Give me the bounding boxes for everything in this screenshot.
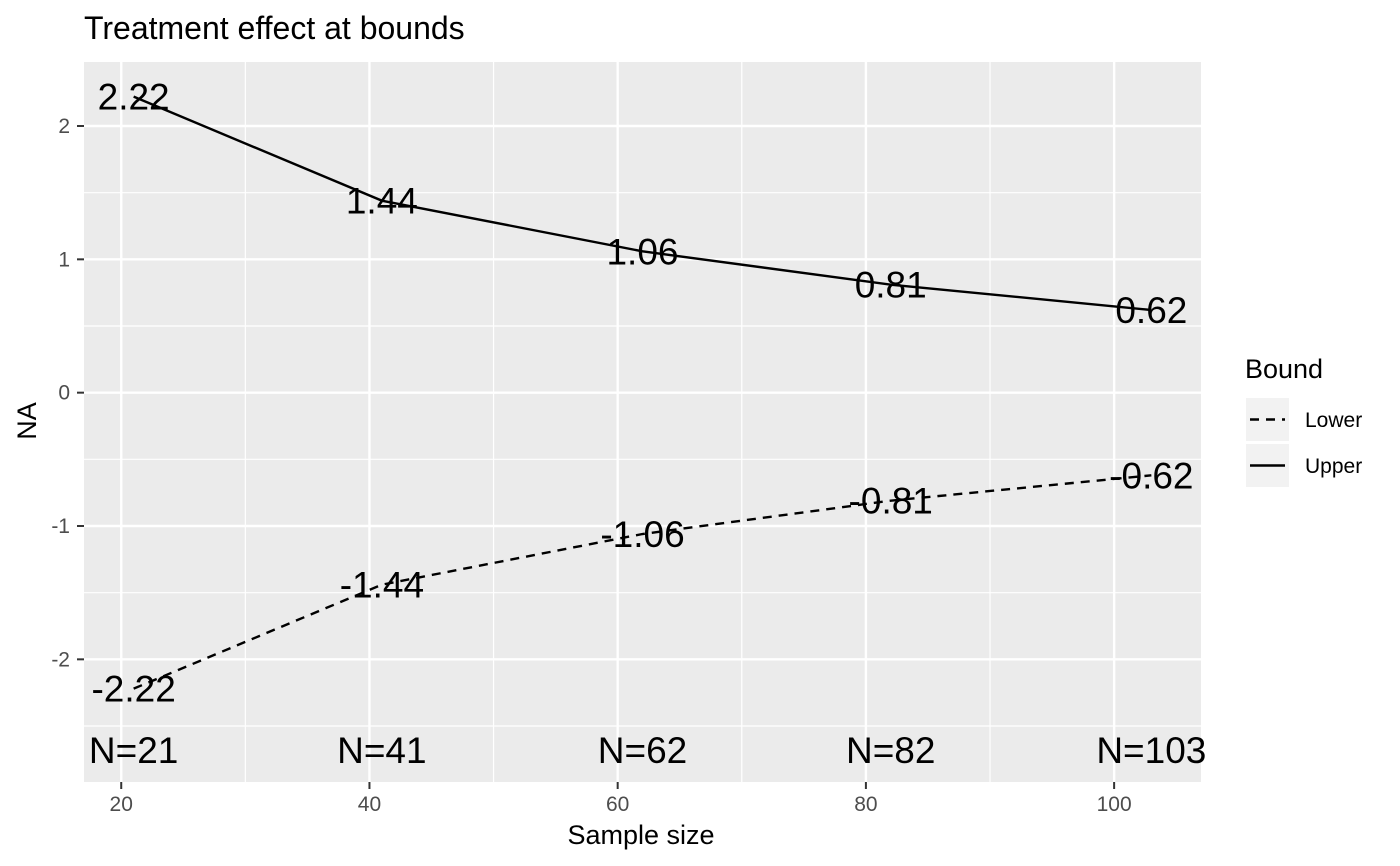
x-tick-label: 100 bbox=[1097, 793, 1132, 816]
legend-label-upper: Upper bbox=[1305, 455, 1362, 478]
grid-lines bbox=[84, 62, 1201, 782]
sample-size-label: N=21 bbox=[89, 730, 178, 771]
y-tick-label: 0 bbox=[58, 382, 70, 405]
x-tick-label: 40 bbox=[358, 793, 381, 816]
series-lines bbox=[133, 95, 1152, 690]
data-label-upper: 1.44 bbox=[346, 181, 418, 222]
x-tick-label: 20 bbox=[110, 793, 133, 816]
y-tick-label: 1 bbox=[58, 248, 70, 271]
y-axis-title: NA bbox=[12, 402, 42, 440]
x-axis: 20 40 60 80 100 bbox=[110, 782, 1132, 816]
y-tick-label: -1 bbox=[51, 515, 70, 538]
x-tick-label: 60 bbox=[606, 793, 629, 816]
data-label-lower: -0.62 bbox=[1109, 455, 1193, 496]
sample-size-label: N=103 bbox=[1096, 730, 1206, 771]
data-label-lower: -0.81 bbox=[849, 481, 933, 522]
series-line-lower bbox=[133, 474, 1152, 690]
data-label-upper: 1.06 bbox=[606, 231, 678, 272]
data-label-upper: 0.62 bbox=[1115, 290, 1187, 331]
legend: Bound Lower Upper bbox=[1245, 354, 1362, 487]
data-label-upper: 2.22 bbox=[98, 77, 170, 118]
sample-size-label: N=41 bbox=[337, 730, 426, 771]
x-tick-label: 80 bbox=[854, 793, 877, 816]
data-label-lower: -1.44 bbox=[340, 565, 424, 606]
sample-size-labels: N=21 N=41 N=62 N=82 N=103 bbox=[89, 730, 1206, 771]
data-label-upper: 0.81 bbox=[855, 265, 927, 306]
chart-title: Treatment effect at bounds bbox=[84, 10, 465, 46]
x-axis-title: Sample size bbox=[567, 820, 714, 850]
data-label-lower: -1.06 bbox=[600, 514, 684, 555]
y-tick-label: 2 bbox=[58, 115, 70, 138]
plot-panel bbox=[84, 62, 1201, 782]
data-label-lower: -2.22 bbox=[91, 669, 175, 710]
sample-size-label: N=82 bbox=[846, 730, 935, 771]
series-line-upper bbox=[133, 95, 1152, 312]
legend-label-lower: Lower bbox=[1305, 409, 1362, 432]
y-axis: -2 -1 0 1 2 bbox=[51, 115, 84, 671]
point-labels: 2.22 1.44 1.06 0.81 0.62 -2.22 -1.44 -1.06 -0.81… bbox=[91, 77, 1193, 710]
sample-size-label: N=62 bbox=[598, 730, 687, 771]
y-tick-label: -2 bbox=[51, 648, 70, 671]
legend-title: Bound bbox=[1245, 354, 1323, 384]
